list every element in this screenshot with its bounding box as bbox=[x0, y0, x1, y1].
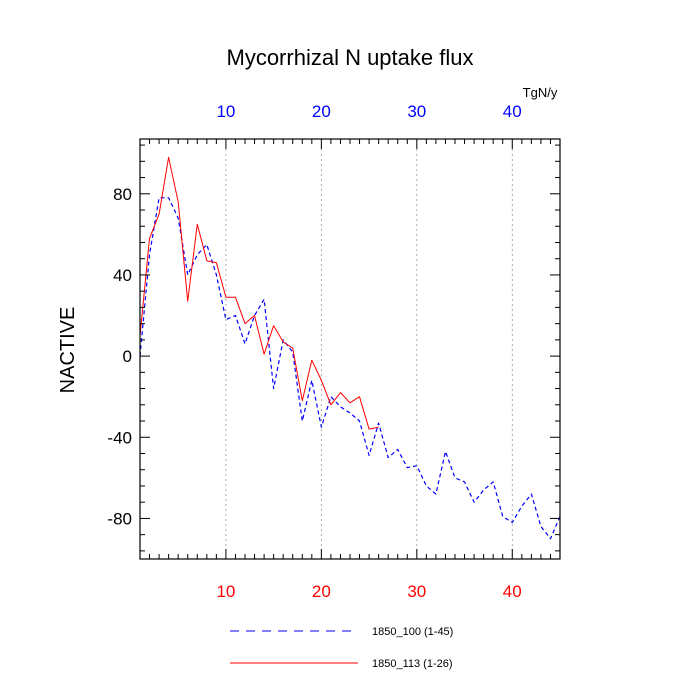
y-tick-label: 0 bbox=[123, 347, 132, 366]
x-tick-label-bottom: 20 bbox=[312, 582, 331, 601]
y-tick-label: 40 bbox=[113, 266, 132, 285]
x-tick-label-top: 10 bbox=[216, 102, 235, 121]
x-tick-label-bottom: 10 bbox=[216, 582, 235, 601]
series-line-1850-113 bbox=[139, 156, 379, 430]
x-tick-label-top: 40 bbox=[503, 102, 522, 121]
y-tick-label: 80 bbox=[113, 185, 132, 204]
series-lines bbox=[139, 156, 561, 540]
grid-lines bbox=[225, 139, 513, 559]
top-axis-units-label: TgN/y bbox=[523, 85, 558, 100]
plot-frame bbox=[139, 138, 561, 560]
legend-label-1850-100: 1850_100 (1-45) bbox=[372, 626, 453, 638]
y-axis-label: NACTIVE bbox=[57, 307, 79, 394]
x-tick-label-bottom: 30 bbox=[407, 582, 426, 601]
axes: 10 10 20 20 30 30 40 40 80 40 0 -40 -80 bbox=[107, 102, 561, 601]
x-tick-label-top: 30 bbox=[407, 102, 426, 121]
series-line-1850-100 bbox=[139, 197, 561, 540]
legend: 1850_100 (1-45) 1850_113 (1-26) bbox=[230, 626, 453, 670]
chart-title: Mycorrhizal N uptake flux bbox=[227, 45, 474, 70]
y-tick-label: -40 bbox=[107, 428, 132, 447]
x-tick-label-top: 20 bbox=[312, 102, 331, 121]
y-tick-label: -80 bbox=[107, 509, 132, 528]
legend-label-1850-113: 1850_113 (1-26) bbox=[372, 658, 453, 670]
x-tick-label-bottom: 40 bbox=[503, 582, 522, 601]
